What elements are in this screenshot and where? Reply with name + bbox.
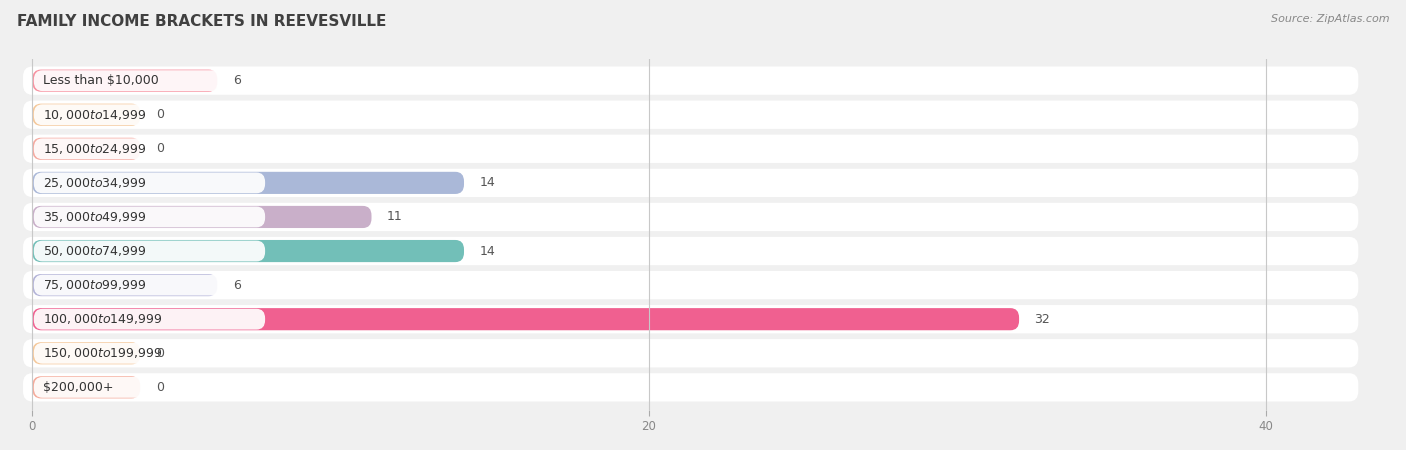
FancyBboxPatch shape xyxy=(22,305,1358,333)
FancyBboxPatch shape xyxy=(34,241,266,261)
FancyBboxPatch shape xyxy=(22,339,1358,367)
FancyBboxPatch shape xyxy=(22,373,1358,401)
FancyBboxPatch shape xyxy=(32,274,218,296)
FancyBboxPatch shape xyxy=(22,169,1358,197)
Text: 6: 6 xyxy=(233,74,240,87)
FancyBboxPatch shape xyxy=(34,377,266,398)
FancyBboxPatch shape xyxy=(34,139,266,159)
FancyBboxPatch shape xyxy=(32,138,141,160)
Text: 0: 0 xyxy=(156,381,163,394)
FancyBboxPatch shape xyxy=(34,104,266,125)
Text: $50,000 to $74,999: $50,000 to $74,999 xyxy=(44,244,146,258)
FancyBboxPatch shape xyxy=(34,172,266,194)
FancyBboxPatch shape xyxy=(34,343,266,364)
FancyBboxPatch shape xyxy=(32,206,371,228)
Text: $200,000+: $200,000+ xyxy=(44,381,114,394)
Text: 0: 0 xyxy=(156,142,163,155)
Text: $75,000 to $99,999: $75,000 to $99,999 xyxy=(44,278,146,292)
FancyBboxPatch shape xyxy=(34,274,266,296)
Text: 14: 14 xyxy=(479,176,495,189)
FancyBboxPatch shape xyxy=(22,135,1358,163)
FancyBboxPatch shape xyxy=(22,67,1358,95)
FancyBboxPatch shape xyxy=(32,70,218,92)
FancyBboxPatch shape xyxy=(32,240,464,262)
FancyBboxPatch shape xyxy=(34,309,266,329)
FancyBboxPatch shape xyxy=(32,172,464,194)
FancyBboxPatch shape xyxy=(22,203,1358,231)
Text: FAMILY INCOME BRACKETS IN REEVESVILLE: FAMILY INCOME BRACKETS IN REEVESVILLE xyxy=(17,14,387,28)
Text: $35,000 to $49,999: $35,000 to $49,999 xyxy=(44,210,146,224)
Text: Less than $10,000: Less than $10,000 xyxy=(44,74,159,87)
Text: $25,000 to $34,999: $25,000 to $34,999 xyxy=(44,176,146,190)
FancyBboxPatch shape xyxy=(22,271,1358,299)
FancyBboxPatch shape xyxy=(32,308,1019,330)
Text: $15,000 to $24,999: $15,000 to $24,999 xyxy=(44,142,146,156)
FancyBboxPatch shape xyxy=(32,376,141,398)
Text: 14: 14 xyxy=(479,244,495,257)
Text: $10,000 to $14,999: $10,000 to $14,999 xyxy=(44,108,146,122)
Text: 0: 0 xyxy=(156,347,163,360)
Text: 0: 0 xyxy=(156,108,163,121)
Text: 6: 6 xyxy=(233,279,240,292)
Text: $100,000 to $149,999: $100,000 to $149,999 xyxy=(44,312,163,326)
FancyBboxPatch shape xyxy=(32,342,141,364)
Text: 32: 32 xyxy=(1035,313,1050,326)
FancyBboxPatch shape xyxy=(22,101,1358,129)
Text: 11: 11 xyxy=(387,211,402,224)
FancyBboxPatch shape xyxy=(34,207,266,227)
Text: $150,000 to $199,999: $150,000 to $199,999 xyxy=(44,346,163,360)
FancyBboxPatch shape xyxy=(22,237,1358,265)
Text: Source: ZipAtlas.com: Source: ZipAtlas.com xyxy=(1271,14,1389,23)
FancyBboxPatch shape xyxy=(34,70,266,91)
FancyBboxPatch shape xyxy=(32,104,141,126)
